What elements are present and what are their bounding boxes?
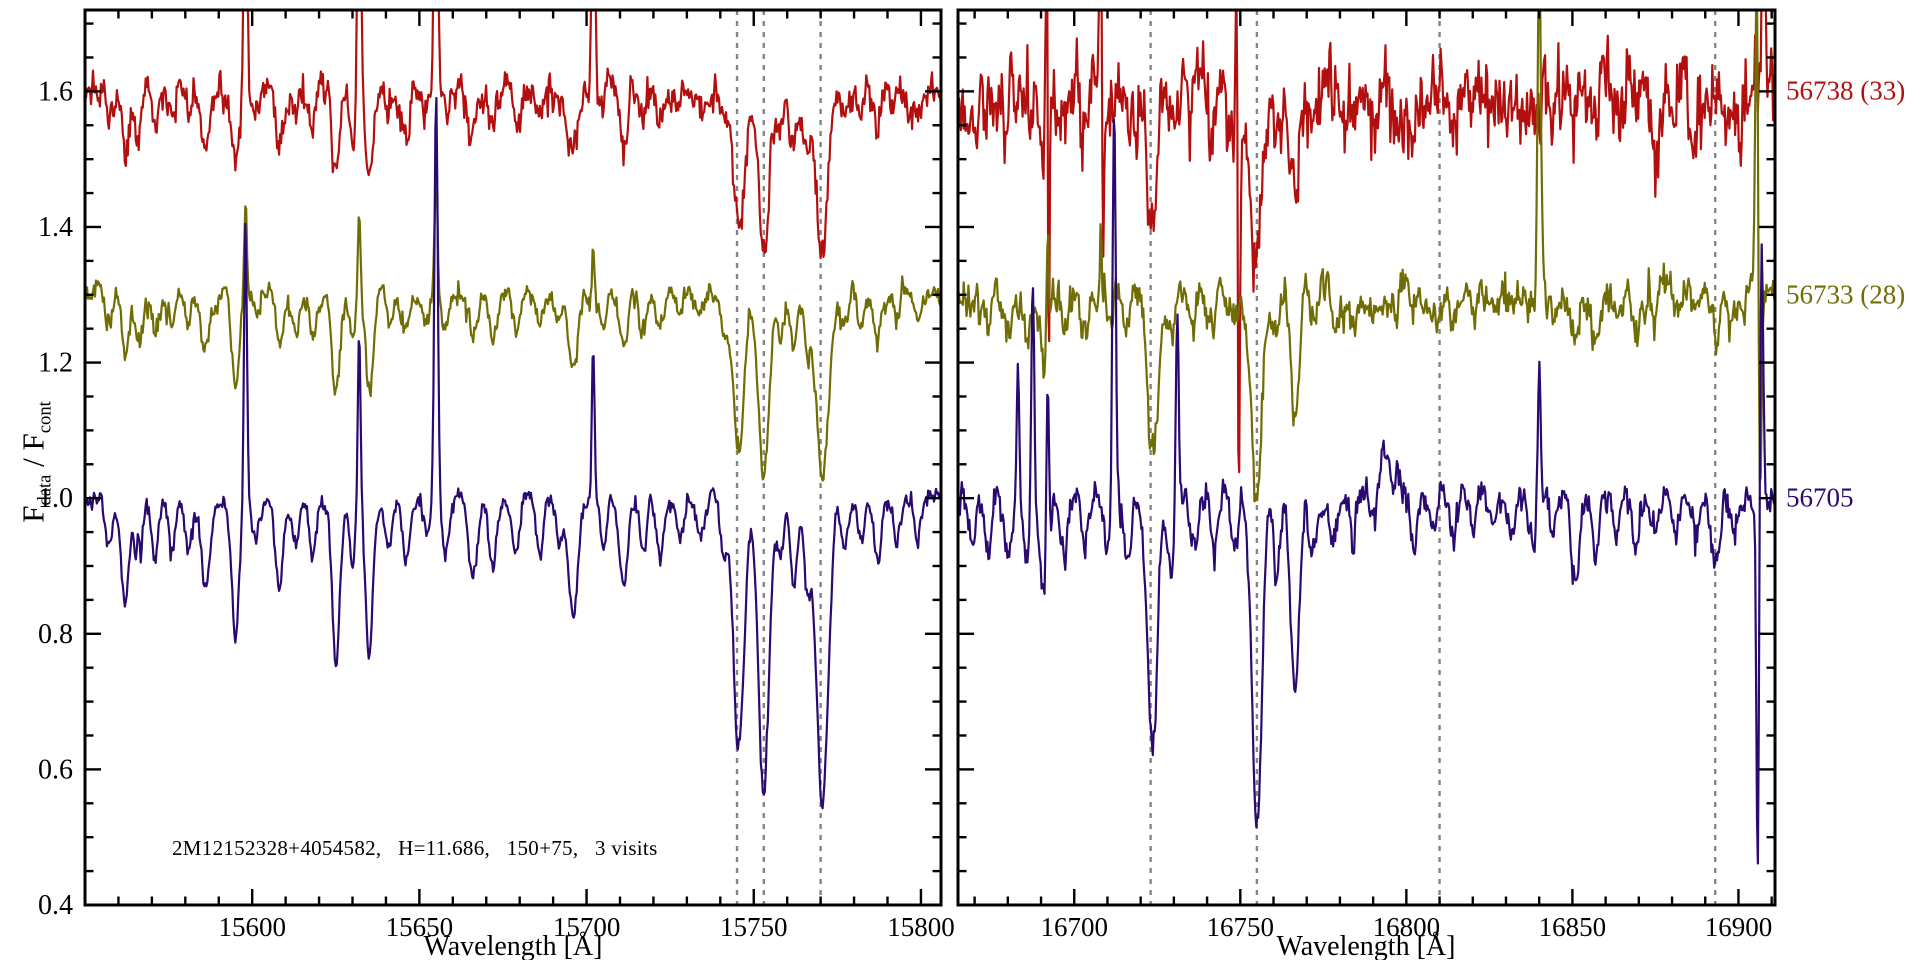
x-axis-label-right-panel: Wavelength [Å] — [1276, 931, 1456, 960]
series-label-56733: 56733 (28) — [1786, 279, 1906, 310]
x-tick-label: 15600 — [218, 912, 286, 942]
spectrum-5673833 — [958, 10, 1775, 474]
y-tick-label: 0.8 — [38, 619, 73, 650]
x-tick-label: 15650 — [386, 912, 454, 942]
y-tick-label: 0.4 — [38, 890, 73, 921]
y-axis-label-sub-1: data — [34, 474, 56, 506]
x-tick-label: 15750 — [720, 912, 788, 942]
x-tick-label: 15700 — [553, 912, 621, 942]
spectrum-56705 — [85, 96, 941, 810]
y-axis-label-separator: / — [15, 450, 51, 475]
panel-frame — [83, 8, 943, 907]
panel-1: 16700 16750 16800 16850 16900 — [956, 8, 1777, 942]
y-tick-label: 0.6 — [38, 754, 73, 785]
x-axis-label-left-panel: Wavelength [Å] — [423, 931, 603, 960]
series-label-56705: 56705 — [1786, 482, 1854, 513]
x-tick-label: 16800 — [1373, 912, 1441, 942]
target-annotation: 2M12152328+4054582, H=11.686, 150+75, 3 … — [172, 836, 658, 860]
y-axis-label: Fdata / Fcont — [15, 401, 56, 523]
x-tick-label: 16850 — [1539, 912, 1607, 942]
y-axis-label-symbol-2: F — [15, 433, 51, 451]
y-axis-label-sub-2: cont — [34, 401, 56, 434]
spectrum-56705 — [958, 118, 1775, 865]
spectrum-5673833 — [85, 10, 941, 260]
spectrum-5673328 — [958, 10, 1775, 503]
y-tick-label: 1.2 — [38, 348, 73, 379]
x-tick-label: 16900 — [1705, 912, 1773, 942]
x-tick-label: 16750 — [1207, 912, 1275, 942]
panel-0: 15600 15650 15700 15750 15800 0.4 0.6 0.8 1.0 1.2… — [38, 8, 955, 942]
panel-frame — [956, 8, 1777, 907]
y-tick-label: 1.4 — [38, 212, 73, 243]
series-label-56738: 56738 (33) — [1786, 75, 1906, 106]
x-tick-label: 15800 — [887, 912, 955, 942]
y-tick-label: 1.6 — [38, 76, 73, 107]
y-tick-label: 1.0 — [38, 483, 73, 514]
x-tick-label: 16700 — [1040, 912, 1108, 942]
y-axis-label-symbol-1: F — [15, 505, 51, 523]
spectrum-5673328 — [85, 169, 941, 482]
